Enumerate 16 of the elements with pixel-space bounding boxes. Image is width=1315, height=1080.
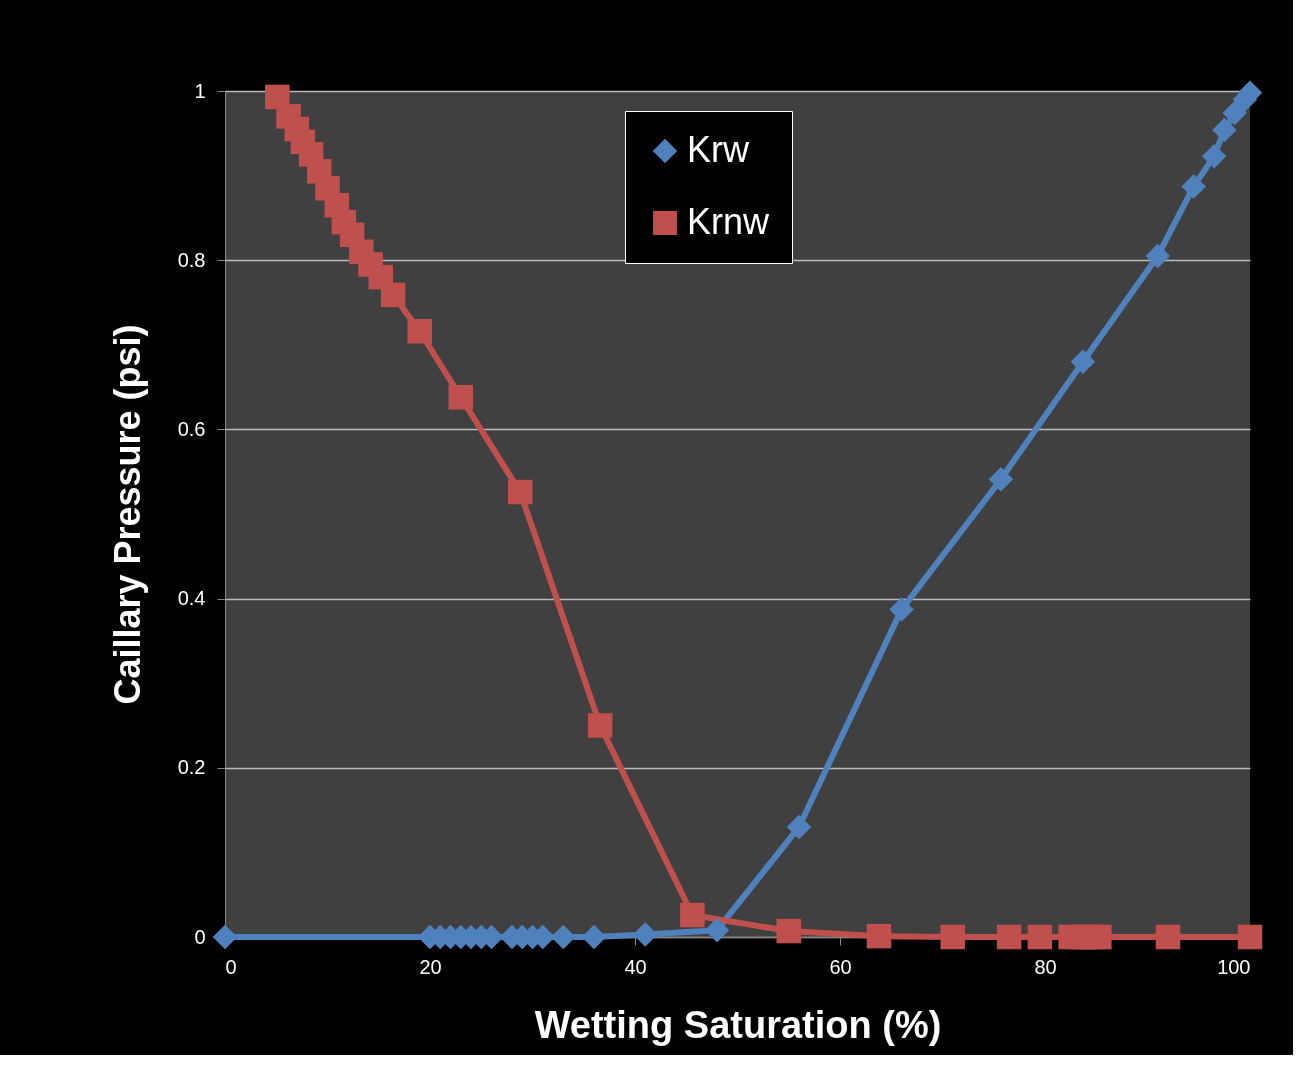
y-tick-label: 0.4 xyxy=(177,587,206,610)
y-tick-label: 0.8 xyxy=(177,248,206,271)
legend-label: Krw xyxy=(687,129,750,170)
y-tick-label: 0.2 xyxy=(177,756,206,779)
y-tick-label: 0 xyxy=(194,925,206,948)
x-tick-label: 20 xyxy=(419,955,442,978)
x-tick-label: 0 xyxy=(225,955,237,978)
y-tick-label: 1 xyxy=(194,79,206,102)
y-axis-title: Caillary Pressure (psi) xyxy=(106,324,148,705)
x-tick-label: 100 xyxy=(1217,955,1251,978)
x-axis-title: Wetting Saturation (%) xyxy=(534,1003,942,1046)
x-tick-label: 60 xyxy=(829,955,852,978)
y-tick-label: 0.6 xyxy=(177,417,206,440)
legend-label: Krnw xyxy=(687,201,771,242)
x-tick-label: 80 xyxy=(1034,955,1057,978)
x-tick-label: 40 xyxy=(624,955,647,978)
